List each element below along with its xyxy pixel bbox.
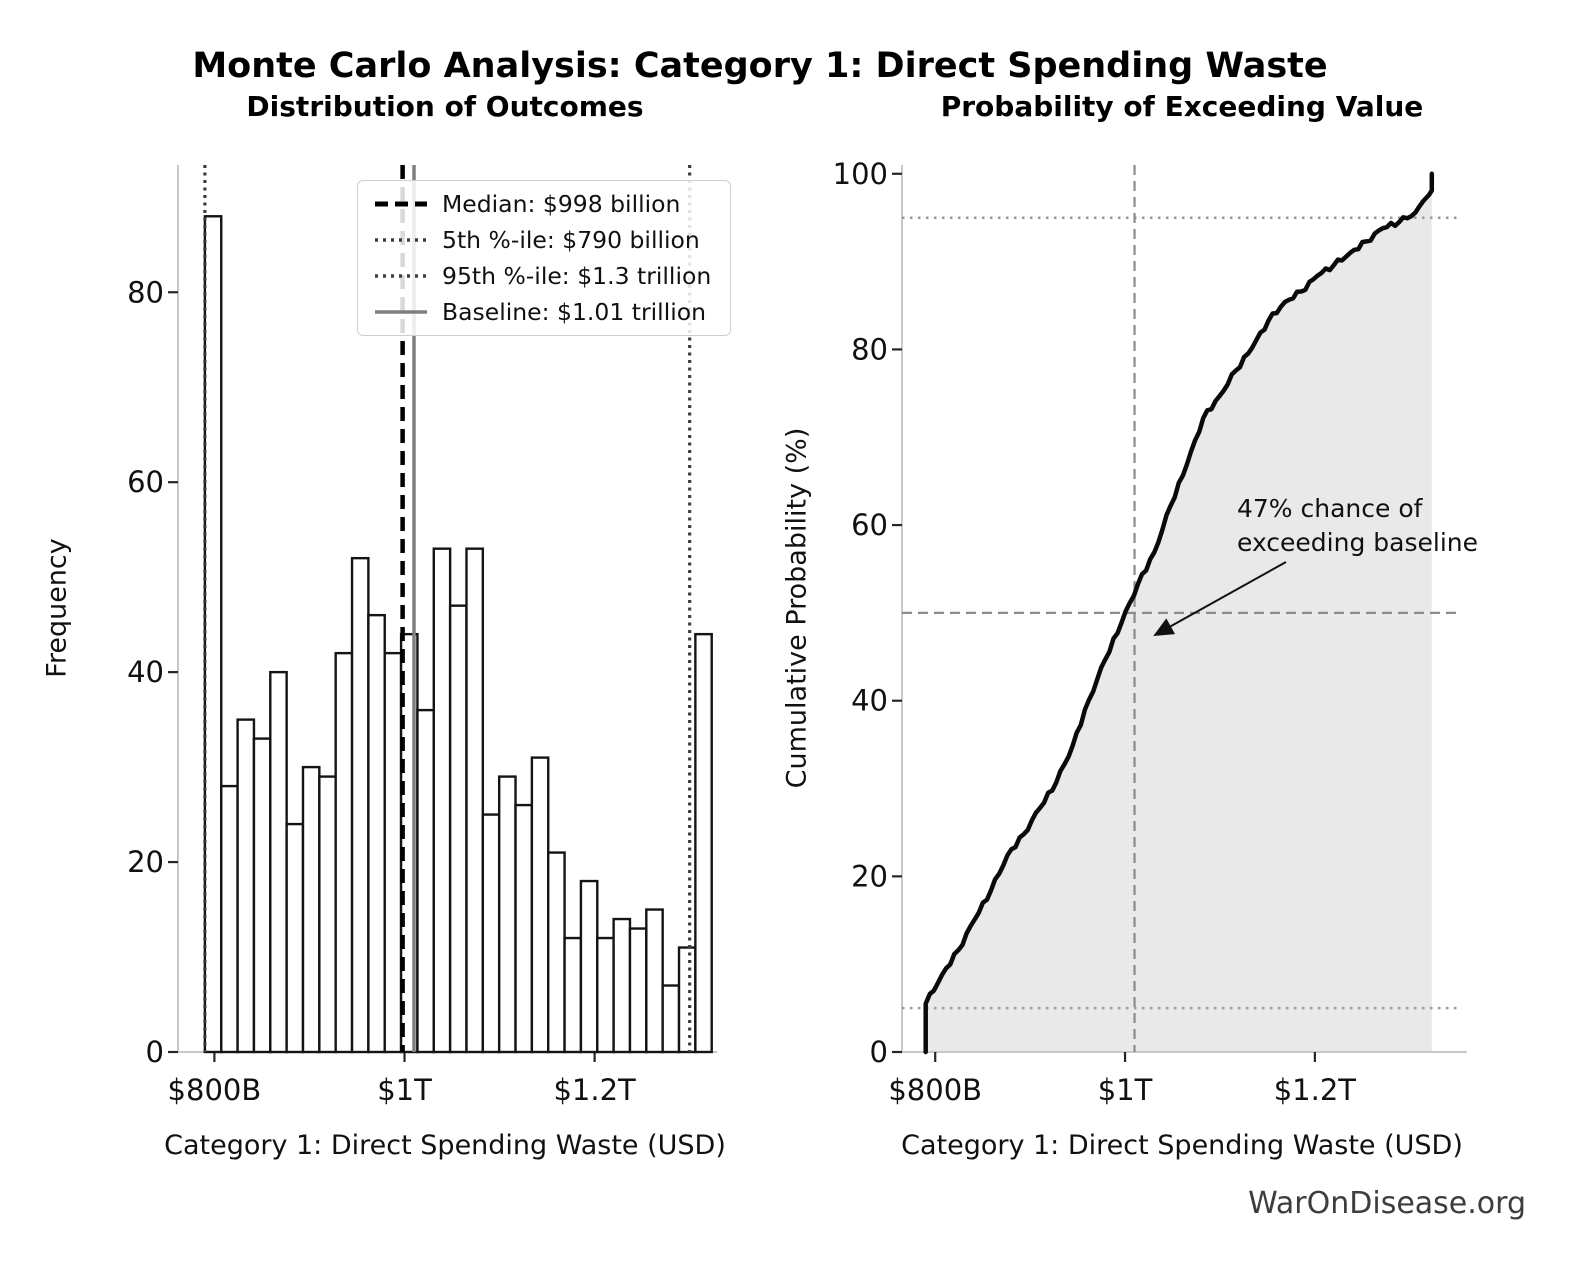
- histogram-bar: [285, 822, 305, 1054]
- histogram-bar: [416, 708, 435, 1054]
- legend-row-median: Median: $998 billion: [358, 186, 730, 222]
- histogram-bar: [269, 670, 288, 1054]
- legend-label-pct95: 95th %-ile: $1.3 trillion: [442, 262, 712, 290]
- legend-row-pct5: 5th %-ile: $790 billion: [358, 222, 730, 258]
- cdf-ylabel: Cumulative Probability (%): [781, 427, 813, 789]
- histogram-bar: [694, 632, 713, 1054]
- cdf-ytick-label: 40: [851, 684, 888, 718]
- histogram-ylabel: Frequency: [41, 538, 73, 678]
- histogram-bar: [579, 879, 599, 1054]
- histogram-bars: [203, 215, 713, 1054]
- histogram-bar: [350, 556, 370, 1054]
- histogram-plot: $800B $1T $1.2T 0 20 40 60 80: [127, 165, 717, 1107]
- legend-dotted-line-swatch: [375, 238, 427, 242]
- histogram-bar: [661, 984, 681, 1054]
- cdf-ytick-label: 60: [851, 508, 888, 542]
- histogram-bar: [383, 651, 403, 1054]
- histogram-bar: [612, 917, 632, 1054]
- legend: Median: $998 billion 5th %-ile: $790 bill…: [357, 180, 731, 336]
- histogram-ytick-label: 40: [127, 655, 164, 689]
- histogram-ytick-label: 60: [127, 465, 164, 499]
- histogram-bar: [318, 775, 337, 1054]
- cdf-xtick-label: $1.2T: [1274, 1073, 1357, 1107]
- histogram-bar: [497, 775, 517, 1054]
- histogram-bar: [367, 613, 386, 1054]
- legend-dashed-line-swatch: [375, 201, 427, 207]
- cdf-annotation: 47% chance of exceeding baseline: [1237, 492, 1478, 560]
- legend-solid-line-swatch: [375, 310, 427, 314]
- histogram-xtick-label: $1.2T: [553, 1073, 636, 1107]
- histogram-xtick-label: $1T: [377, 1073, 432, 1107]
- histogram-xlabel: Category 1: Direct Spending Waste (USD): [164, 1130, 726, 1161]
- histogram-bar: [514, 803, 534, 1054]
- legend-label-baseline: Baseline: $1.01 trillion: [442, 298, 707, 326]
- histogram-bar: [220, 784, 239, 1054]
- cdf-ytick-label: 80: [851, 332, 888, 366]
- histogram-bar: [645, 908, 664, 1054]
- histogram-xtick-label: $800B: [168, 1073, 262, 1107]
- histogram-bar: [547, 851, 566, 1054]
- footer-watermark: WarOnDisease.org: [1248, 1186, 1526, 1221]
- histogram-ytick-label: 80: [127, 275, 164, 309]
- histogram-bar: [252, 737, 272, 1054]
- histogram-bar: [677, 946, 697, 1054]
- legend-label-median: Median: $998 billion: [442, 190, 681, 218]
- histogram-bar: [203, 215, 223, 1054]
- cdf-xtick-label: $1T: [1098, 1073, 1153, 1107]
- histogram-bar: [481, 813, 501, 1054]
- cdf-ytick-label: 0: [870, 1035, 888, 1069]
- histogram-bar: [301, 765, 321, 1054]
- annotation-arrow: [1153, 561, 1287, 636]
- main-title: Monte Carlo Analysis: Category 1: Direct…: [192, 46, 1328, 86]
- histogram-title: Distribution of Outcomes: [246, 90, 644, 123]
- histogram-bar: [236, 718, 256, 1054]
- legend-dotted-line-swatch: [375, 274, 427, 278]
- cdf-title: Probability of Exceeding Value: [940, 90, 1424, 123]
- histogram-bar: [432, 547, 452, 1054]
- histogram-bar: [448, 604, 468, 1054]
- cdf-ytick-label: 20: [851, 859, 888, 893]
- histogram-bar: [465, 547, 485, 1054]
- cdf-curve: [923, 171, 1435, 1055]
- annotation-line1: 47% chance of: [1237, 494, 1423, 523]
- cdf-ytick-label: 100: [833, 157, 888, 191]
- legend-row-pct95: 95th %-ile: $1.3 trillion: [358, 258, 730, 294]
- histogram-bar: [530, 756, 550, 1054]
- cdf-xtick-label: $800B: [888, 1073, 982, 1107]
- histogram-ytick-label: 20: [127, 845, 164, 879]
- histogram-ytick-label: 0: [146, 1035, 164, 1069]
- histogram-bar: [596, 936, 615, 1054]
- legend-label-pct5: 5th %-ile: $790 billion: [442, 226, 700, 254]
- legend-row-baseline: Baseline: $1.01 trillion: [358, 294, 730, 330]
- histogram-bar: [334, 651, 354, 1054]
- cdf-plot: $800B $1T $1.2T 0 20 40 60 80 100: [833, 157, 1467, 1107]
- histogram-bar: [628, 927, 648, 1054]
- annotation-line2: exceeding baseline: [1237, 528, 1478, 557]
- cdf-xlabel: Category 1: Direct Spending Waste (USD): [901, 1130, 1463, 1161]
- histogram-bar: [563, 936, 583, 1054]
